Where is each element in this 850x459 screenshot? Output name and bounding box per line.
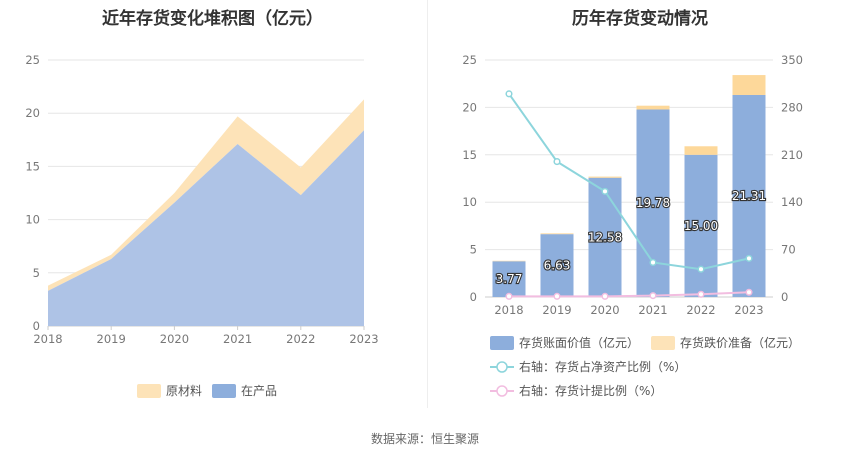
point-inventory-ratio — [553, 158, 561, 166]
left-x-tick-label: 2020 — [160, 332, 189, 346]
right-x-tick-label: 2020 — [590, 303, 619, 317]
left-x-tick-label: 2019 — [97, 332, 126, 346]
bar-value-label: 6.63 — [544, 259, 571, 273]
bar-reserve — [636, 105, 670, 110]
legend-label-material: 原材料 — [166, 384, 202, 398]
right-chart-title: 历年存货变动情况 — [572, 9, 708, 29]
bar-book-value — [492, 261, 526, 297]
right-y2-tick-label: 140 — [781, 195, 803, 209]
right-x-tick-label: 2022 — [686, 303, 715, 317]
line-provision-ratio — [509, 291, 750, 298]
legend-marker-ratio — [496, 361, 508, 373]
legend-label-product: 在产品 — [241, 384, 277, 398]
chart-divider — [427, 0, 428, 408]
bar-value-label: 19.78 — [636, 196, 670, 210]
point-provision-ratio — [505, 292, 513, 300]
left-y-tick-label: 25 — [25, 53, 40, 67]
legend-swatch-product — [212, 384, 236, 398]
right-y-tick-label: 15 — [462, 148, 477, 162]
point-inventory-ratio — [697, 265, 705, 273]
bar-value-label: 12.58 — [588, 230, 622, 244]
right-y2-tick-label: 210 — [781, 148, 803, 162]
bar-reserve — [540, 233, 574, 235]
right-x-tick-label: 2019 — [542, 303, 571, 317]
legend-swatch-book-value — [490, 336, 514, 350]
right-y2-tick-label: 280 — [781, 100, 803, 114]
point-provision-ratio — [745, 288, 753, 296]
left-x-tick-label: 2018 — [33, 332, 62, 346]
point-provision-ratio — [553, 292, 561, 300]
bar-reserve — [588, 176, 622, 178]
left-y-tick-label: 15 — [25, 159, 40, 173]
bar-book-value — [540, 234, 574, 297]
legend-label-ratio: 右轴：存货占净资产比例（%） — [519, 359, 686, 374]
left-x-tick-label: 2021 — [223, 332, 252, 346]
right-x-tick-label: 2018 — [494, 303, 523, 317]
point-provision-ratio — [649, 292, 657, 300]
bar-value-label: 21.31 — [732, 189, 766, 203]
right-y-tick-label: 20 — [462, 100, 477, 114]
point-inventory-ratio — [649, 258, 657, 267]
right-y2-tick-label: 350 — [781, 53, 803, 67]
right-y2-tick-label: 70 — [781, 243, 796, 257]
left-x-tick-label: 2023 — [349, 332, 378, 346]
right-y-tick-label: 25 — [462, 53, 477, 67]
point-provision-ratio — [601, 292, 609, 300]
right-x-tick-label: 2021 — [638, 303, 667, 317]
right-y-tick-label: 0 — [470, 290, 477, 304]
right-y-tick-label: 5 — [470, 243, 477, 257]
left-y-tick-label: 10 — [25, 213, 40, 227]
area-product — [48, 130, 364, 326]
left-y-tick-label: 20 — [25, 106, 40, 120]
data-source: 数据来源：恒生聚源 — [370, 432, 479, 446]
legend-swatch-reserve — [651, 336, 675, 350]
bar-value-label: 15.00 — [684, 219, 718, 233]
line-inventory-ratio — [508, 93, 750, 271]
legend-swatch-material — [137, 384, 161, 398]
bar-value-label: 3.77 — [496, 272, 523, 286]
point-inventory-ratio — [601, 187, 609, 195]
legend-label-provision: 右轴：存货计提比例（%） — [519, 383, 662, 398]
point-provision-ratio — [697, 290, 705, 298]
left-x-tick-label: 2022 — [286, 332, 315, 346]
bar-reserve — [684, 146, 718, 155]
bar-book-value — [732, 94, 766, 297]
legend-marker-provision — [496, 385, 508, 397]
left-y-tick-label: 5 — [33, 266, 40, 280]
legend-label-book-value: 存货账面价值（亿元） — [519, 335, 639, 350]
bar-book-value — [588, 177, 622, 297]
point-inventory-ratio — [505, 90, 513, 98]
right-y2-tick-label: 0 — [781, 290, 788, 304]
bar-reserve — [732, 75, 766, 95]
right-y-tick-label: 10 — [462, 195, 477, 209]
legend-label-reserve: 存货跌价准备（亿元） — [680, 335, 800, 350]
area-material — [48, 99, 364, 291]
left-chart-title: 近年存货变化堆积图（亿元） — [102, 9, 323, 29]
bar-book-value — [684, 154, 718, 297]
right-x-tick-label: 2023 — [734, 303, 763, 317]
left-y-tick-label: 0 — [33, 319, 40, 333]
point-inventory-ratio — [745, 254, 753, 262]
